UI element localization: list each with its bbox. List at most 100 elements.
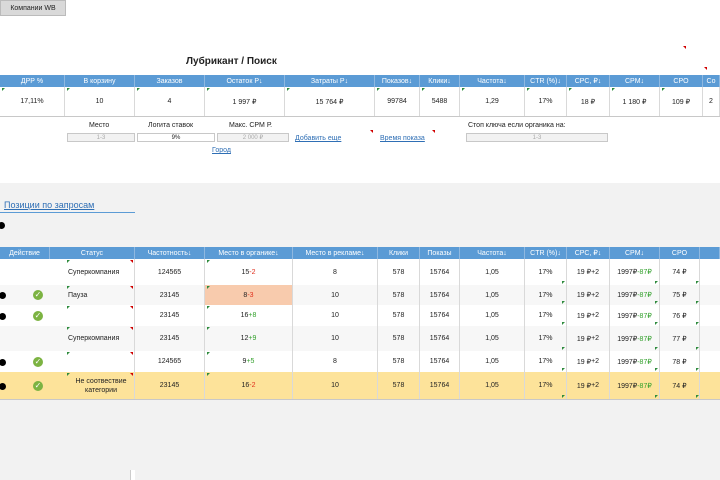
status-cell[interactable]: Суперкомпания — [65, 326, 135, 351]
comment-marker — [655, 281, 658, 284]
place-input[interactable]: 1-3 — [67, 133, 135, 142]
cities-link[interactable]: Город — [212, 147, 231, 154]
summary-header-cell[interactable]: Со — [703, 75, 720, 87]
status-dot-icon[interactable] — [0, 312, 6, 320]
frequency-cell: 23145 — [135, 305, 205, 326]
rate-cell: 1,05 — [460, 372, 525, 399]
comment-marker — [207, 88, 210, 91]
status-cell[interactable]: Пауза — [65, 285, 135, 305]
comment-marker — [696, 281, 699, 284]
table-header-cell[interactable]: Частота↓ — [460, 247, 525, 259]
table-row[interactable] — [0, 372, 720, 400]
cpo-cell: 78 ₽ — [660, 351, 700, 372]
cpm-delta: -87₽ — [637, 335, 652, 343]
comment-marker — [527, 88, 530, 91]
comment-marker — [462, 88, 465, 91]
summary-header-cell[interactable]: Остаток Р↓ — [205, 75, 285, 87]
organic-place-value: 15 — [241, 268, 250, 276]
cpc-cell: 19 ₽ +2 — [567, 259, 610, 285]
table-header-cell[interactable]: Клики — [378, 247, 420, 259]
status-dot-icon[interactable] — [0, 358, 6, 366]
status-dot-icon[interactable] — [0, 382, 6, 390]
company-button[interactable]: Компании WB — [0, 0, 66, 16]
summary-header-cell[interactable]: CPM↓ — [610, 75, 660, 87]
table-header-cell[interactable]: Место в органике↓ — [205, 247, 293, 259]
summary-header-cell[interactable]: Клики↓ — [420, 75, 460, 87]
comment-marker — [696, 301, 699, 304]
summary-header-cell[interactable]: CPO — [660, 75, 703, 87]
comment-marker — [562, 347, 565, 350]
comment-marker — [662, 88, 665, 91]
check-icon[interactable]: ✓ — [33, 290, 43, 300]
rate-cell: 1,05 — [460, 305, 525, 326]
summary-header-cell[interactable]: Частота↓ — [460, 75, 525, 87]
table-header-cell[interactable]: Действие — [0, 247, 50, 259]
table-header-cell — [700, 247, 720, 259]
summary-header-cell[interactable]: В корзину — [65, 75, 135, 87]
check-icon[interactable]: ✓ — [33, 310, 43, 321]
cpc-value: 19 ₽ — [576, 269, 592, 276]
status-cell[interactable] — [65, 305, 135, 326]
stop-keys-input[interactable]: 1-3 — [466, 133, 608, 142]
table-header-cell[interactable]: CTR (%)↓ — [525, 247, 567, 259]
comment-marker — [130, 306, 133, 309]
table-header-cell[interactable]: CPO — [660, 247, 700, 259]
summary-value-cell: 1 180 ₽ — [610, 87, 660, 116]
table-row[interactable] — [0, 259, 720, 286]
shows-cell: 15764 — [420, 372, 460, 399]
organic-place-delta: -2 — [249, 382, 256, 389]
comment-marker — [130, 327, 133, 330]
frequency-cell: 124565 — [135, 351, 205, 372]
positions-link[interactable]: Позиции по запросам — [4, 200, 95, 210]
summary-header-cell[interactable]: CTR (%)↓ — [525, 75, 567, 87]
table-header-cell[interactable]: Место в рекламе↓ — [293, 247, 378, 259]
clicks-cell: 578 — [378, 351, 420, 372]
table-header-cell[interactable]: Частотность↓ — [135, 247, 205, 259]
table-header-cell[interactable]: CPC, ₽↓ — [567, 247, 610, 259]
check-icon[interactable]: ✓ — [33, 356, 43, 367]
frequency-cell: 23145 — [135, 326, 205, 351]
bid-logic-label: Логита ставок — [148, 122, 194, 129]
settings-panel — [0, 117, 720, 183]
summary-header-cell[interactable]: Показов↓ — [375, 75, 420, 87]
cpc-delta: +2 — [591, 382, 600, 389]
comment-marker — [207, 352, 210, 355]
summary-value-cell: 1 997 ₽ — [205, 87, 285, 116]
status-cell[interactable]: Не соотвествие категории — [65, 372, 135, 399]
positions-underline — [0, 212, 135, 213]
bid-logic-input[interactable]: 9% — [137, 133, 215, 142]
table-header-cell[interactable]: CPM↓ — [610, 247, 660, 259]
cpc-value: 19 ₽ — [576, 292, 592, 299]
ad-place-cell: 8 — [293, 351, 378, 372]
summary-value-cell: 5488 — [420, 87, 460, 116]
table-header-cell[interactable]: Показы — [420, 247, 460, 259]
summary-value-cell: 10 — [65, 87, 135, 116]
cpm-delta: -87₽ — [637, 292, 652, 299]
table-header-cell[interactable]: Статус — [50, 247, 135, 259]
table-header — [0, 247, 720, 259]
comment-marker — [655, 322, 658, 325]
stop-keys-value: 1-3 — [532, 134, 542, 141]
max-cpm-input[interactable]: 2 000 ₽ — [217, 133, 289, 142]
clicks-cell: 578 — [378, 326, 420, 351]
status-cell[interactable]: Суперкомпания — [65, 259, 135, 285]
comment-marker — [130, 373, 133, 376]
bid-logic-value: 9% — [171, 134, 181, 141]
page-title: Лубрикант / Поиск — [186, 56, 277, 67]
summary-header-cell[interactable]: ДРР % — [0, 75, 65, 87]
add-more-link[interactable]: Добавить еще — [295, 135, 342, 142]
summary-header-cell[interactable]: CPC, ₽↓ — [567, 75, 610, 87]
summary-header-cell[interactable]: Заказов — [135, 75, 205, 87]
comment-marker — [67, 327, 70, 330]
status-cell[interactable] — [65, 351, 135, 372]
rate-cell: 1,05 — [460, 259, 525, 285]
summary-value-cell: 4 — [135, 87, 205, 116]
status-dot-icon[interactable] — [0, 292, 6, 299]
comment-marker — [130, 260, 133, 263]
cpm-value: 1997₽ — [617, 335, 638, 343]
check-icon[interactable]: ✓ — [33, 380, 43, 391]
cpm-value: 1997₽ — [617, 312, 638, 320]
comment-marker — [207, 306, 210, 309]
summary-header-cell[interactable]: Затраты Р↓ — [285, 75, 375, 87]
show-time-link[interactable]: Время показа — [380, 135, 425, 142]
